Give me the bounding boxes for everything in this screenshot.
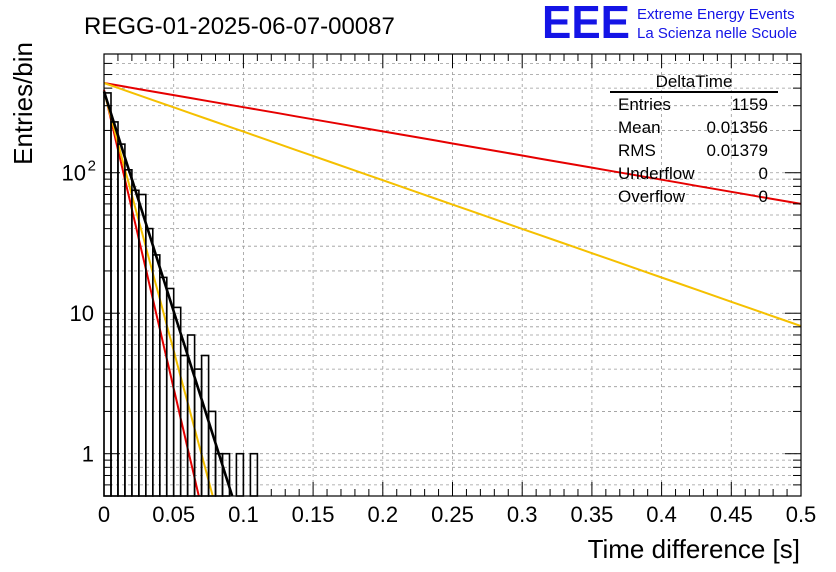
x-tick-label: 0	[98, 502, 110, 527]
stat-label-underflow: Underflow	[618, 164, 695, 183]
x-tick-label: 0.05	[152, 502, 195, 527]
stat-label-overflow: Overflow	[618, 187, 686, 206]
x-tick-label: 0.25	[431, 502, 474, 527]
yellow-shallow-fit	[103, 82, 802, 328]
x-tick-label: 0.5	[786, 502, 817, 527]
logo-line-1: Extreme Energy Events	[637, 6, 795, 23]
x-tick-labels: 0 0.05 0.1 0.15 0.2 0.25 0.3 0.35 0.4 0.45 0.5	[98, 502, 816, 527]
stat-label-mean: Mean	[618, 118, 661, 137]
y-tick-label: 10	[70, 301, 94, 326]
x-tick-label: 0.45	[710, 502, 753, 527]
stat-value-underflow: 0	[759, 164, 768, 183]
stats-box-title: DeltaTime	[656, 72, 733, 91]
logo-eee-text: EEE	[542, 0, 630, 48]
y-axis-title: Entries/bin	[8, 42, 38, 165]
fit-curves-over	[102, 90, 234, 497]
red-shallow-fit	[103, 82, 802, 205]
y-tick-label: 10	[62, 161, 86, 186]
black-fit	[102, 90, 234, 497]
stat-label-rms: RMS	[618, 141, 656, 160]
stat-label-entries: Entries	[618, 95, 671, 114]
x-tick-label: 0.1	[228, 502, 259, 527]
x-tick-label: 0.35	[570, 502, 613, 527]
stat-value-mean: 0.01356	[707, 118, 768, 137]
y-tick-label-exponent: 2	[88, 158, 96, 175]
red-steep-fit	[103, 89, 200, 497]
x-axis-title: Time difference [s]	[588, 534, 800, 564]
stat-value-overflow: 0	[759, 187, 768, 206]
eee-logo: EEE Extreme Energy Events La Scienza nel…	[542, 0, 797, 48]
x-tick-label: 0.3	[507, 502, 538, 527]
stats-box: DeltaTime Entries 1159 Mean 0.01356 RMS …	[610, 72, 778, 206]
stat-value-rms: 0.01379	[707, 141, 768, 160]
y-tick-label: 1	[82, 442, 94, 467]
logo-line-2: La Scienza nelle Scuole	[637, 25, 797, 42]
x-tick-label: 0.15	[292, 502, 335, 527]
axis-ticks	[103, 53, 802, 497]
plot-title: REGG-01-2025-06-07-00087	[84, 13, 395, 40]
stat-value-entries: 1159	[731, 95, 768, 114]
x-tick-label: 0.4	[646, 502, 677, 527]
x-tick-label: 0.2	[368, 502, 399, 527]
